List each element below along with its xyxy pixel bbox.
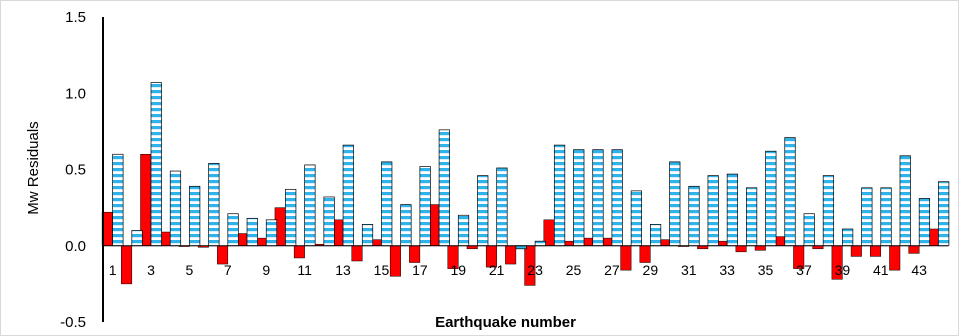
bar-series-1 — [908, 245, 920, 254]
bar-series-2 — [189, 185, 201, 247]
x-tick-label: 35 — [758, 262, 774, 278]
bar-series-2 — [534, 240, 546, 247]
bar-series-2 — [477, 175, 489, 247]
bar-series-2 — [323, 196, 335, 247]
bar-series-1 — [121, 245, 133, 285]
bar-series-2 — [861, 187, 873, 247]
bar-series-1 — [639, 245, 651, 263]
bar-series-1 — [409, 245, 421, 263]
bar-series-2 — [822, 175, 835, 247]
x-tick-label: 13 — [335, 262, 351, 278]
bar-series-2 — [611, 149, 623, 247]
x-tick-label: 25 — [566, 262, 582, 278]
bar-series-2 — [265, 219, 278, 247]
x-tick-label: 43 — [911, 262, 927, 278]
bar-series-2 — [285, 188, 297, 247]
bar-series-2 — [438, 129, 450, 247]
x-tick-label: 23 — [527, 262, 543, 278]
bar-series-2 — [419, 166, 431, 247]
bar-series-2 — [784, 137, 796, 247]
bar-series-2 — [726, 173, 739, 247]
bar-series-2 — [457, 214, 470, 247]
bar-series-2 — [918, 198, 931, 247]
bar-series-2 — [707, 175, 719, 247]
bar-series-2 — [765, 150, 777, 247]
bar-series-2 — [150, 82, 162, 247]
x-tick-label: 7 — [224, 262, 232, 278]
x-tick-label: 37 — [796, 262, 812, 278]
bar-series-1 — [389, 245, 401, 277]
bar-series-1 — [870, 245, 882, 257]
bar-series-2 — [745, 187, 758, 247]
y-axis-title: Mw Residuals — [25, 121, 42, 214]
bar-series-2 — [112, 153, 124, 247]
x-tick-label: 5 — [186, 262, 194, 278]
bar-series-2 — [669, 161, 681, 247]
bar-series-2 — [803, 213, 815, 247]
y-tick-label: -0.5 — [60, 314, 86, 331]
x-tick-label: 19 — [450, 262, 466, 278]
bar-series-2 — [899, 155, 911, 247]
x-tick-label: 11 — [297, 262, 312, 278]
bar-series-2 — [304, 164, 316, 247]
x-tick-label: 1 — [109, 262, 117, 278]
x-tick-label: 9 — [262, 262, 270, 278]
bars-group — [101, 82, 950, 286]
x-tick-label: 3 — [147, 262, 155, 278]
bar-series-2 — [246, 217, 258, 247]
x-tick-label: 33 — [719, 262, 735, 278]
bar-series-2 — [169, 170, 182, 247]
x-tick-labels: 1 3 5 7 9 11 13 15 17 19 21 23 25 27 29 31 33 35 37 39 41 43 — [109, 262, 927, 278]
x-axis-title: Earthquake number — [435, 314, 576, 331]
bar-series-2 — [342, 144, 354, 247]
x-tick-label: 17 — [412, 262, 428, 278]
x-tick-label: 21 — [489, 262, 505, 278]
bar-series-2 — [361, 224, 374, 247]
x-tick-label: 31 — [681, 262, 697, 278]
bar-series-2 — [630, 190, 642, 247]
bar-series-2 — [227, 213, 239, 247]
bar-series-2 — [553, 144, 566, 247]
y-tick-label: 0.5 — [65, 162, 86, 179]
bar-series-2 — [592, 149, 604, 247]
x-tick-label: 29 — [643, 262, 659, 278]
bar-series-1 — [754, 245, 766, 251]
bar-series-2 — [688, 185, 700, 247]
bar-series-1 — [735, 245, 747, 253]
y-tick-label: 1.5 — [65, 9, 86, 26]
bar-series-2 — [496, 167, 508, 247]
x-tick-label: 41 — [873, 262, 889, 278]
bar-series-2 — [842, 228, 854, 247]
bar-series-2 — [880, 187, 892, 247]
y-tick-label: 1.0 — [65, 85, 86, 102]
bar-series-1 — [850, 245, 862, 257]
bar-series-1 — [293, 245, 305, 259]
bar-series-2 — [649, 224, 662, 247]
bar-series-1 — [889, 245, 901, 271]
bar-series-2 — [381, 161, 393, 247]
bar-series-2 — [938, 181, 950, 247]
x-tick-label: 27 — [604, 262, 620, 278]
y-tick-labels: -0.5 0.0 0.5 1.0 1.5 — [60, 9, 86, 331]
bar-series-2 — [573, 149, 585, 247]
x-tick-label: 39 — [835, 262, 851, 278]
bar-series-1 — [620, 245, 632, 271]
x-tick-label: 15 — [374, 262, 390, 278]
bar-series-1 — [351, 245, 363, 262]
bar-series-2 — [131, 230, 143, 247]
bar-series-2 — [400, 204, 412, 247]
bar-series-2 — [208, 163, 220, 247]
y-tick-label: 0.0 — [65, 238, 86, 255]
bar-series-1 — [505, 245, 517, 265]
